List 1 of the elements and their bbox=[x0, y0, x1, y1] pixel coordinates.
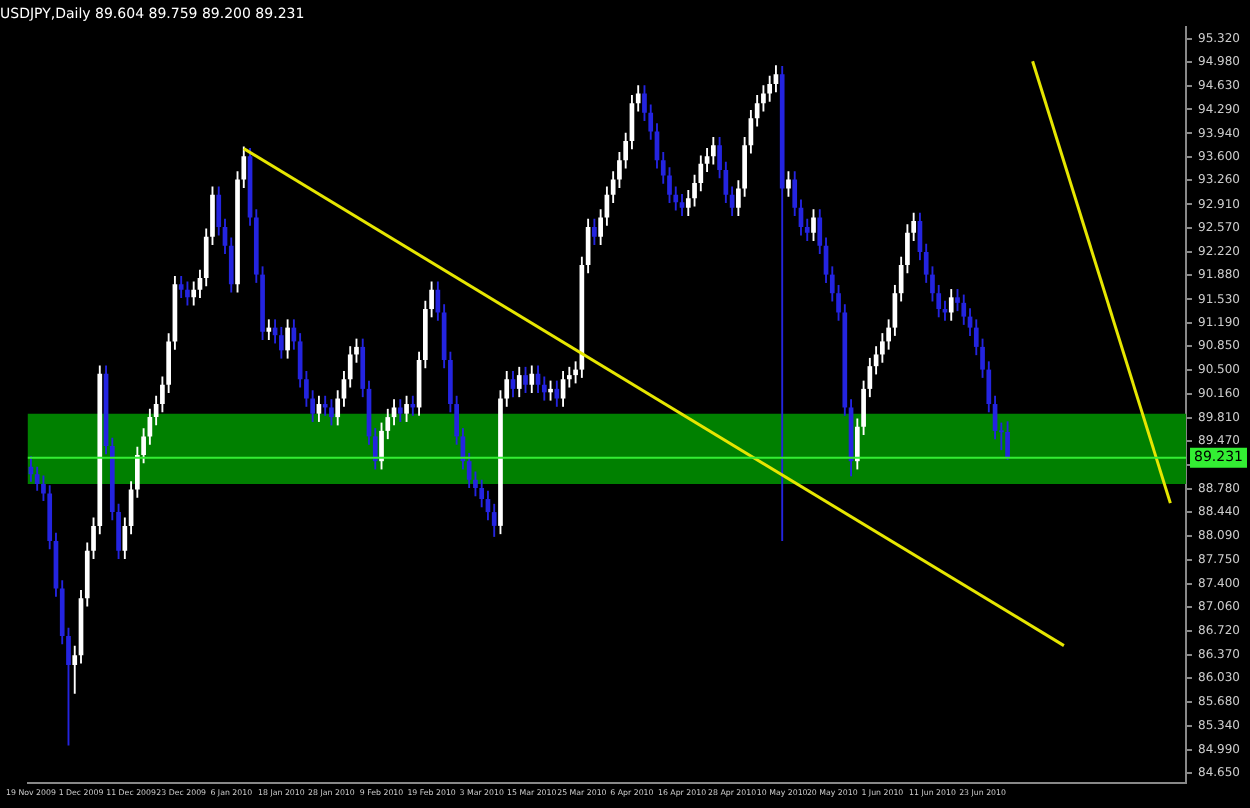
candlestick bbox=[410, 395, 416, 416]
